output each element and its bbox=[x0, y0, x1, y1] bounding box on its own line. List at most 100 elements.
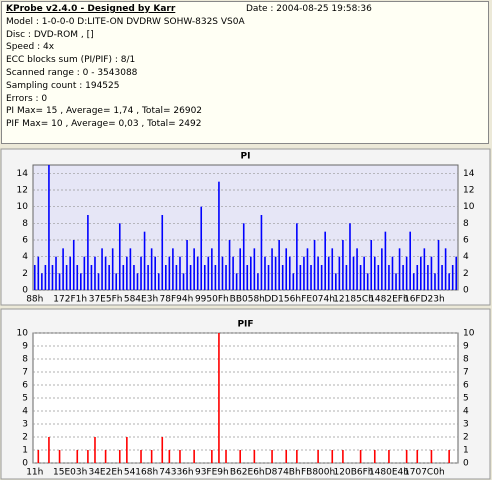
bar bbox=[218, 181, 220, 290]
y-tick-label: 4 bbox=[22, 407, 28, 417]
y2-tick-label: 8 bbox=[463, 355, 469, 365]
bar bbox=[409, 231, 411, 290]
bar bbox=[359, 450, 362, 463]
x-tick-label: 1480E4h bbox=[369, 468, 409, 478]
bar bbox=[175, 265, 178, 290]
bar bbox=[189, 265, 192, 290]
bar bbox=[342, 450, 344, 463]
bar bbox=[94, 256, 96, 290]
bar bbox=[154, 256, 156, 290]
x-tick-label: 37E5Fh bbox=[89, 295, 123, 305]
bar bbox=[48, 165, 50, 290]
x-tick-label: 11h bbox=[26, 468, 43, 478]
plot-area bbox=[32, 164, 459, 291]
bar bbox=[324, 231, 326, 290]
bar bbox=[80, 273, 82, 290]
bar bbox=[285, 450, 288, 463]
bar bbox=[320, 265, 323, 290]
bar bbox=[430, 256, 433, 290]
bar bbox=[211, 450, 213, 463]
bar bbox=[260, 215, 263, 290]
bar bbox=[150, 248, 153, 290]
bar bbox=[331, 450, 334, 463]
info-line: ECC blocks sum (PI/PIF) : 8/1 bbox=[6, 55, 136, 66]
bar bbox=[172, 248, 174, 290]
x-tick-label: 93FE9h bbox=[195, 468, 229, 478]
bar bbox=[451, 265, 454, 290]
y-tick-label: 1 bbox=[22, 446, 28, 456]
bar bbox=[203, 265, 206, 290]
bar bbox=[306, 248, 309, 290]
y2-tick-label: 0 bbox=[463, 459, 469, 469]
x-tick-label: B62E6h bbox=[230, 468, 265, 478]
bar bbox=[218, 333, 220, 463]
bar bbox=[274, 256, 277, 290]
bar bbox=[384, 231, 387, 290]
bar bbox=[33, 265, 36, 290]
bar bbox=[108, 265, 110, 290]
info-lines: Model : 1-0-0-0 D:LITE-ON DVDRW SOHW-832… bbox=[6, 16, 484, 131]
bar bbox=[122, 265, 125, 290]
bar bbox=[196, 256, 199, 290]
pif-chart: PIF 0 0 1 1 2 2 3 3 4 4 5 5 6 6 7 7 8 8 9 9 10 10 11h 15E03h 34E2… bbox=[0, 308, 491, 480]
bar bbox=[72, 240, 75, 290]
bar bbox=[62, 248, 64, 290]
x-tick-label: 78F94h bbox=[160, 295, 194, 305]
y-tick-label: 10 bbox=[17, 202, 29, 212]
bar bbox=[193, 450, 195, 463]
bar bbox=[179, 256, 181, 290]
bar bbox=[41, 273, 43, 290]
y2-tick-label: 10 bbox=[463, 202, 475, 212]
y2-tick-label: 4 bbox=[463, 407, 469, 417]
bar bbox=[242, 223, 245, 290]
bar bbox=[235, 273, 238, 290]
bar bbox=[200, 206, 203, 290]
x-tick-label: DD156h bbox=[264, 295, 301, 305]
y2-tick-label: 9 bbox=[463, 342, 469, 352]
bar bbox=[342, 240, 344, 290]
bar bbox=[370, 240, 373, 290]
bar bbox=[58, 273, 61, 290]
info-line: Model : 1-0-0-0 D:LITE-ON DVDRW SOHW-832… bbox=[6, 16, 245, 27]
bar bbox=[412, 273, 415, 290]
y-tick-label: 14 bbox=[17, 169, 29, 179]
bar bbox=[264, 256, 266, 290]
x-tick-label: 120B6Fh bbox=[334, 468, 374, 478]
bar bbox=[381, 248, 383, 290]
y2-tick-label: 2 bbox=[463, 269, 469, 279]
bar bbox=[427, 265, 429, 290]
y2-tick-label: 0 bbox=[463, 286, 469, 296]
bar bbox=[51, 265, 54, 290]
bar bbox=[225, 265, 227, 290]
bar bbox=[143, 231, 146, 290]
y2-tick-label: 3 bbox=[463, 420, 469, 430]
x-tick-label: 54168h bbox=[124, 468, 158, 478]
pi-chart: PI 0 0 2 2 4 4 6 6 8 8 10 10 12 12 14 14 88h 172F1h 37E5Fh 5… bbox=[0, 148, 491, 306]
bar bbox=[391, 256, 394, 290]
bar bbox=[157, 273, 160, 290]
bar bbox=[44, 265, 47, 290]
y-tick-label: 8 bbox=[22, 219, 28, 229]
bar bbox=[377, 265, 380, 290]
x-tick-label: 584E3h bbox=[124, 295, 158, 305]
bar bbox=[186, 240, 188, 290]
x-tick-label: 74336h bbox=[159, 468, 193, 478]
bar bbox=[115, 273, 118, 290]
bar bbox=[405, 450, 408, 463]
date: Date : 2004-08-25 19:58:36 bbox=[246, 4, 372, 14]
bar bbox=[136, 273, 139, 290]
bar bbox=[94, 437, 96, 463]
bar bbox=[359, 265, 362, 290]
bar bbox=[239, 248, 241, 290]
bar bbox=[310, 265, 312, 290]
y2-tick-label: 7 bbox=[463, 368, 469, 378]
x-tick-label: D874Bh bbox=[265, 468, 301, 478]
bar bbox=[129, 248, 132, 290]
info-panel: KProbe v2.4.0 - Designed by Karr Date : … bbox=[1, 1, 489, 144]
bar bbox=[423, 248, 426, 290]
bar bbox=[292, 273, 295, 290]
bar bbox=[58, 450, 61, 463]
bar bbox=[363, 256, 365, 290]
bar bbox=[76, 265, 79, 290]
y-tick-label: 3 bbox=[22, 420, 28, 430]
